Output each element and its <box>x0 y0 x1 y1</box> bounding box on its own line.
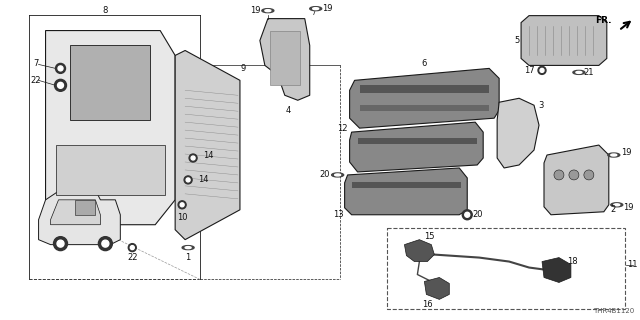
Text: 7: 7 <box>33 59 38 68</box>
Circle shape <box>180 203 184 207</box>
Ellipse shape <box>310 7 322 11</box>
Polygon shape <box>497 98 539 168</box>
Text: 19: 19 <box>621 148 632 156</box>
Ellipse shape <box>614 204 620 206</box>
Text: 13: 13 <box>333 210 344 219</box>
Text: 10: 10 <box>177 213 188 222</box>
Text: 14: 14 <box>198 175 208 184</box>
Ellipse shape <box>185 247 191 249</box>
Circle shape <box>102 240 109 247</box>
Text: 6: 6 <box>422 59 427 68</box>
Circle shape <box>554 170 564 180</box>
Ellipse shape <box>313 8 319 10</box>
Polygon shape <box>344 168 467 215</box>
Ellipse shape <box>608 153 620 157</box>
Text: 15: 15 <box>424 232 435 241</box>
Polygon shape <box>542 258 571 283</box>
Polygon shape <box>349 122 483 172</box>
Circle shape <box>128 244 136 252</box>
Text: 1: 1 <box>186 253 191 262</box>
Circle shape <box>191 156 195 160</box>
Text: 4: 4 <box>285 106 291 115</box>
Text: 2: 2 <box>610 205 616 214</box>
Text: 21: 21 <box>584 68 594 77</box>
Circle shape <box>131 246 134 250</box>
Text: 18: 18 <box>566 257 577 266</box>
Polygon shape <box>51 200 100 225</box>
Circle shape <box>540 68 544 72</box>
Text: 19: 19 <box>323 4 333 13</box>
Polygon shape <box>45 31 175 225</box>
Bar <box>270 31 300 85</box>
Ellipse shape <box>611 154 617 156</box>
Bar <box>56 145 165 195</box>
Circle shape <box>58 82 63 88</box>
Text: 20: 20 <box>472 210 483 219</box>
Bar <box>70 45 150 120</box>
Ellipse shape <box>573 70 585 74</box>
Circle shape <box>99 237 113 251</box>
Text: 9: 9 <box>240 64 246 73</box>
Text: 3: 3 <box>538 101 544 110</box>
Ellipse shape <box>262 9 274 13</box>
Ellipse shape <box>265 10 271 12</box>
Text: 8: 8 <box>102 6 108 15</box>
Text: 5: 5 <box>515 36 520 45</box>
Polygon shape <box>424 277 449 300</box>
Polygon shape <box>349 68 499 128</box>
Circle shape <box>189 154 197 162</box>
Text: 22: 22 <box>30 76 41 85</box>
Bar <box>360 85 489 93</box>
Circle shape <box>186 178 190 182</box>
Polygon shape <box>544 145 609 215</box>
Bar <box>387 228 625 309</box>
Circle shape <box>538 67 546 74</box>
Text: 20: 20 <box>319 171 330 180</box>
Bar <box>360 105 489 111</box>
Text: 19: 19 <box>623 203 634 212</box>
Text: 14: 14 <box>203 150 213 160</box>
Text: THR4B1120: THR4B1120 <box>593 308 635 314</box>
Bar <box>76 200 95 215</box>
Polygon shape <box>38 190 120 244</box>
Text: 19: 19 <box>250 6 260 15</box>
Circle shape <box>184 176 192 184</box>
Polygon shape <box>260 19 310 100</box>
Bar <box>358 138 477 144</box>
Polygon shape <box>404 240 435 261</box>
Text: FR.: FR. <box>595 16 612 25</box>
Circle shape <box>462 210 472 220</box>
Ellipse shape <box>611 203 623 207</box>
Text: 12: 12 <box>337 124 348 132</box>
Bar <box>351 182 461 188</box>
Circle shape <box>569 170 579 180</box>
Circle shape <box>58 66 63 71</box>
Circle shape <box>54 237 67 251</box>
Ellipse shape <box>182 246 194 250</box>
Circle shape <box>465 212 470 217</box>
Circle shape <box>57 240 64 247</box>
Text: 16: 16 <box>422 300 433 309</box>
Circle shape <box>54 79 67 91</box>
Text: 22: 22 <box>127 253 138 262</box>
Polygon shape <box>175 51 240 240</box>
Circle shape <box>584 170 594 180</box>
Ellipse shape <box>576 71 582 73</box>
Text: 11: 11 <box>627 260 638 269</box>
Circle shape <box>56 63 65 73</box>
Ellipse shape <box>335 174 340 176</box>
Polygon shape <box>521 16 607 65</box>
Text: 17: 17 <box>524 66 534 75</box>
Circle shape <box>178 201 186 209</box>
Ellipse shape <box>332 173 344 177</box>
